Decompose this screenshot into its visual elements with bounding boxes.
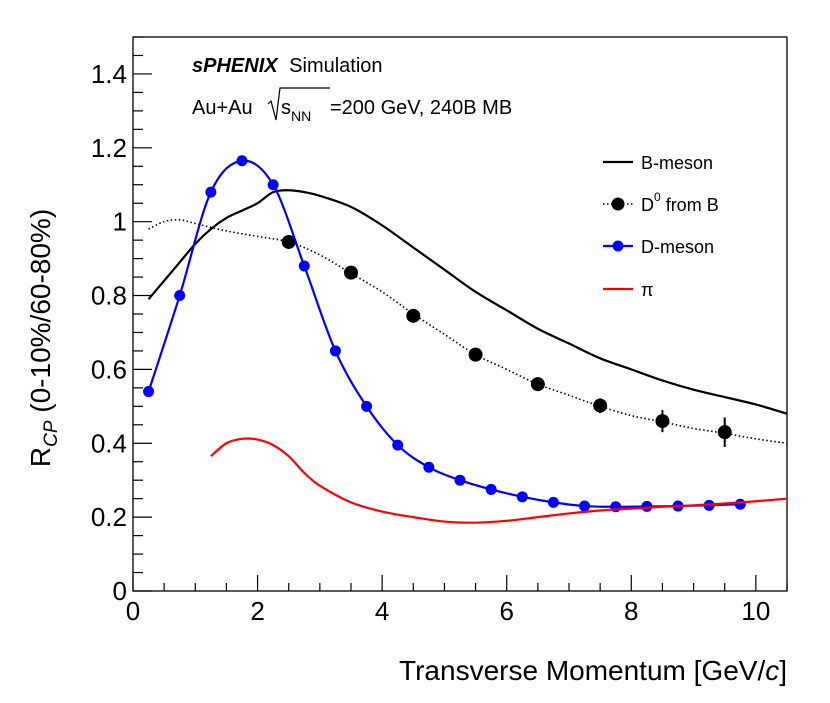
data-point-d-meson [174, 290, 186, 302]
energy-prefix: s [281, 97, 291, 119]
legend-entry-d-meson: D-meson [603, 237, 714, 257]
data-point-d-meson [361, 400, 373, 412]
legend-d0-main: D [641, 195, 654, 215]
axis-ticks: 0 2 4 6 8 10 0 0.2 0.4 0.6 0.8 1 1.2 1.4 [91, 36, 788, 626]
data-point-d0-from-b-points [406, 308, 421, 323]
data-point-d-meson [267, 179, 279, 191]
y-tick-label: 0.8 [91, 281, 127, 311]
legend-d0-sup: 0 [654, 190, 661, 204]
x-axis-title-italic: c [765, 655, 779, 686]
data-point-d0-from-b-points [530, 377, 545, 392]
data-point-d-meson [734, 498, 746, 510]
data-point-d0-from-b-points [468, 347, 483, 362]
x-tick-label: 8 [624, 596, 638, 626]
data-point-d-meson [547, 496, 559, 508]
x-tick-label: 0 [126, 596, 140, 626]
legend-marker-d-meson [612, 240, 624, 252]
y-axis-title-sub: CP [41, 420, 62, 447]
y-axis-title-main: R [25, 447, 56, 467]
data-point-d0-from-b-points [593, 398, 608, 413]
legend: B-meson D0 from B D-meson π [603, 153, 719, 300]
legend-d0-rest: from B [661, 195, 719, 215]
data-point-d-meson [641, 500, 653, 512]
data-point-d-meson [516, 491, 528, 503]
x-tick-label: 10 [741, 596, 770, 626]
series-line-b-meson [147, 189, 788, 415]
legend-entry-d0-from-b: D0 from B [603, 190, 719, 215]
data-point-d0-from-b-points [655, 414, 670, 429]
legend-entry-pion: π [603, 280, 653, 300]
data-point-d-meson [423, 461, 435, 473]
x-tick-label: 2 [250, 596, 264, 626]
legend-label-d-meson: D-meson [641, 237, 714, 257]
legend-label-b-meson: B-meson [641, 153, 713, 173]
x-axis-title-main: Transverse Momentum [GeV/ [399, 655, 765, 686]
y-tick-label: 0.4 [91, 428, 127, 458]
data-point-d0-from-b-points [717, 425, 732, 440]
x-axis-title: Transverse Momentum [GeV/c] [399, 655, 787, 686]
y-tick-label: 1 [113, 207, 127, 237]
collision-system: Au+Au [192, 97, 253, 119]
legend-entry-b-meson: B-meson [603, 153, 713, 173]
energy-value: =200 GeV, 240B MB [330, 97, 512, 119]
data-point-d-meson [298, 260, 310, 272]
plot-frame [132, 36, 788, 592]
y-tick-label: 0 [113, 576, 127, 606]
y-tick-label: 1.4 [91, 59, 127, 89]
data-point-d-meson [485, 483, 497, 495]
energy-subscript: NN [291, 108, 311, 124]
experiment-name: sPHENIX [192, 55, 279, 77]
data-point-d-meson [392, 439, 404, 451]
data-point-d-meson [454, 474, 466, 486]
sqrt-icon [267, 87, 330, 121]
legend-label-d0-from-b: D0 from B [641, 190, 719, 215]
annotation-line-1: sPHENIX Simulation [192, 55, 383, 77]
data-point-d-meson [579, 500, 591, 512]
series-layer [143, 155, 788, 524]
y-tick-label: 1.2 [91, 133, 127, 163]
data-point-d0-from-b-points [344, 265, 358, 280]
data-point-d-meson [205, 186, 217, 198]
series-line-pion [210, 437, 788, 524]
y-tick-label: 0.2 [91, 502, 127, 532]
simulation-tag: Simulation [289, 55, 382, 77]
y-axis-title: RCP (0-10%/60-80%) [25, 209, 62, 467]
y-tick-label: 0.6 [91, 354, 127, 384]
data-point-d-meson [236, 155, 248, 167]
legend-marker-d0-from-b [611, 197, 625, 211]
y-axis-title-rest: (0-10%/60-80%) [25, 209, 56, 421]
x-tick-label: 6 [499, 596, 513, 626]
data-point-d-meson [329, 345, 341, 357]
legend-label-pion: π [641, 280, 653, 300]
x-tick-label: 4 [375, 596, 389, 626]
data-point-d-meson [143, 386, 155, 398]
x-axis-title-end: ] [779, 655, 787, 686]
annotation-line-2: Au+Au s NN =200 GeV, 240B MB [192, 87, 512, 124]
data-point-d0-from-b-points [281, 234, 296, 249]
